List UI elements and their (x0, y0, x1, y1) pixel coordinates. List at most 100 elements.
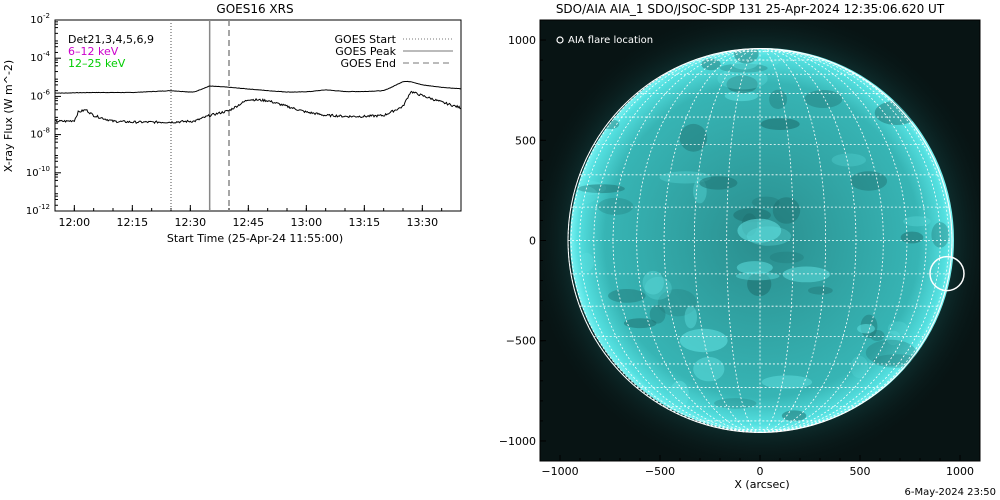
aia-y-tick-label: 0 (529, 235, 536, 248)
aia-y-tick-label: −500 (506, 335, 536, 348)
aia-grid-longitude (726, 48, 761, 433)
aia-grid-longitude (759, 48, 941, 433)
lc-y-tick-label: 10-4 (30, 50, 50, 64)
aia-flare-location-circle (929, 255, 965, 292)
lc-legend-high-band: 12–25 keV (68, 57, 126, 70)
aia-disk-feature (808, 286, 833, 295)
aia-disk-feature (781, 410, 807, 422)
aia-grid-longitude (636, 48, 761, 433)
lc-legend-start-label: GOES Start (335, 33, 397, 46)
lc-x-axis: 12:00 12:15 12:30 12:45 13:00 13:15 13:30 (58, 205, 443, 229)
lc-x-tick-label: 13:15 (348, 216, 380, 229)
aia-disk-feature (608, 289, 646, 303)
lc-legend-peak-label: GOES Peak (335, 45, 396, 58)
aia-disk-feature (857, 324, 875, 334)
aia-disk-feature (886, 330, 901, 346)
aia-x-tick-label: 0 (757, 465, 764, 478)
lc-y-axis: 10-2 10-4 10-6 10-8 10-10 10-12 (26, 12, 61, 217)
aia-disk-feature (699, 176, 738, 190)
aia-x-tick-label: −1000 (541, 465, 578, 478)
aia-disk-feature (769, 251, 804, 264)
aia-y-tick-label: 1000 (508, 34, 536, 47)
aia-disk-feature (733, 208, 771, 223)
aia-limb (567, 48, 953, 433)
aia-disk-feature (577, 184, 625, 194)
lc-y-tick-label: 10-6 (30, 88, 50, 102)
lc-x-tick-label: 12:15 (116, 216, 148, 229)
lc-plot-frame (54, 19, 462, 212)
aia-disk-feature (726, 75, 758, 94)
aia-disk-feature (887, 321, 908, 336)
lc-x-tick-label: 13:30 (406, 216, 438, 229)
aia-x-tick-label: 1000 (946, 465, 974, 478)
aia-disk-feature (719, 63, 768, 73)
aia-disk-feature (736, 261, 773, 275)
aia-disk-feature (717, 67, 768, 90)
aia-x-axis-label: X (arcsec) (734, 478, 789, 491)
lc-y-tick-label: 10-12 (26, 203, 50, 217)
aia-grid-longitude (759, 48, 884, 433)
aia-title: SDO/AIA AIA_1 SDO/JSOC-SDP 131 25-Apr-20… (556, 2, 945, 16)
lc-x-axis-label: Start Time (25-Apr-24 11:55:00) (167, 232, 343, 245)
aia-disk-feature (649, 305, 666, 324)
lc-y-tick-label: 10-2 (30, 12, 50, 26)
aia-grid-longitude (663, 48, 761, 433)
lc-series-group (54, 80, 462, 125)
aia-x-axis: −1000 −500 0 500 1000 (539, 455, 981, 478)
lc-y-axis-label: X-ray Flux (W m^-2) (2, 60, 15, 172)
aia-disk-feature (903, 216, 931, 227)
aia-x-tick-label: 500 (850, 465, 871, 478)
aia-legend-circle-icon (556, 36, 564, 44)
goes-xrs-lightcurve: GOES16 XRS 10-2 10-4 10-6 10-8 10-10 10-12 12… (2, 2, 462, 245)
aia-disk-feature (865, 339, 917, 366)
aia-disk-feature (644, 276, 672, 300)
aia-image-panel: SDO/AIA AIA_1 SDO/JSOC-SDP 131 25-Apr-20… (500, 2, 981, 491)
aia-heliographic-grid (567, 48, 953, 433)
lc-legend-end-label: GOES End (340, 57, 396, 70)
lc-x-tick-label: 12:30 (174, 216, 206, 229)
lc-y-tick-label: 10-10 (26, 165, 50, 179)
aia-disk-feature (772, 197, 801, 224)
aia-disk-feature (679, 123, 708, 152)
lc-title: GOES16 XRS (216, 2, 293, 16)
lc-series-short (54, 90, 462, 125)
aia-disk-feature (869, 330, 885, 341)
lc-legend-detectors: Det21,3,4,5,6,9 (68, 33, 154, 46)
lc-legend-low-band: 6–12 keV (68, 45, 119, 58)
aia-grid-longitude (593, 48, 761, 433)
aia-y-tick-label: −1000 (500, 435, 536, 448)
footer-timestamp: 6-May-2024 23:50 (904, 487, 996, 498)
aia-disk-feature (684, 305, 697, 329)
aia-disk-feature (850, 171, 888, 191)
aia-disk-feature (751, 196, 780, 209)
aia-y-axis: −1000 −500 0 500 1000 (500, 19, 546, 462)
aia-disk-feature (760, 118, 800, 130)
aia-grid-longitude (579, 48, 761, 433)
aia-disk-feature (782, 266, 830, 283)
aia-disk-feature (831, 153, 866, 167)
aia-x-tick-label: −500 (645, 465, 675, 478)
lc-x-tick-label: 12:00 (58, 216, 90, 229)
aia-disk-feature (623, 318, 657, 329)
lc-x-tick-label: 13:00 (290, 216, 322, 229)
aia-disk-feature (714, 398, 757, 409)
aia-disk-feature (761, 375, 813, 389)
lc-x-tick-label: 12:45 (232, 216, 264, 229)
lc-vertical-markers (170, 20, 230, 211)
lc-y-tick-label: 10-8 (30, 127, 50, 141)
aia-y-tick-label: 500 (515, 134, 536, 147)
aia-disk-feature (679, 328, 728, 353)
aia-disk-feature (931, 222, 949, 248)
aia-disk-feature (657, 289, 697, 317)
aia-disk-feature (850, 355, 869, 379)
aia-disk-feature (642, 270, 664, 295)
aia-grid-longitude (759, 48, 827, 433)
aia-disk-feature (693, 356, 725, 382)
aia-disk-feature (747, 272, 772, 297)
aia-grid-longitude (759, 48, 927, 433)
aia-disk-feature (737, 218, 782, 243)
aia-disk-feature (769, 89, 788, 109)
aia-disk-feature (804, 90, 843, 108)
lc-series-long (54, 80, 462, 94)
aia-disk-feature (900, 231, 924, 244)
